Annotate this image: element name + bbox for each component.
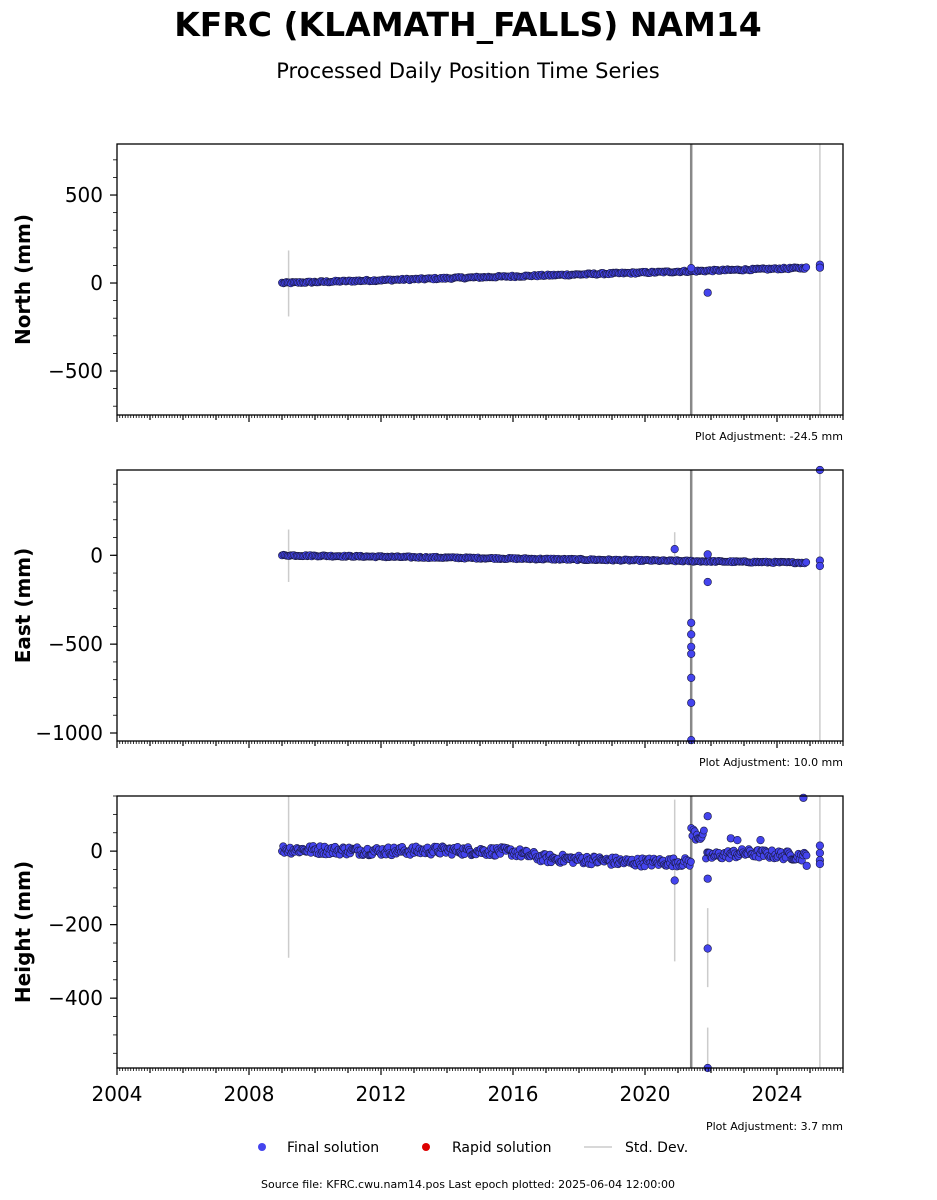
height-outlier-point	[703, 874, 712, 883]
east-axes: −1000 −500 0	[35, 483, 844, 748]
east-outlier-point	[687, 673, 696, 683]
east-plot-frame	[116, 469, 844, 742]
legend-std-label: Std. Dev.	[625, 1140, 688, 1156]
height-outlier-point	[756, 835, 765, 845]
east-plot-adjustment: Plot Adjustment: 10.0 mm	[699, 756, 843, 769]
north-final-point	[802, 263, 811, 272]
east-marks	[278, 465, 825, 745]
height-plot-adjustment: Plot Adjustment: 3.7 mm	[706, 1120, 843, 1133]
east-y-tick-label: −1000	[35, 721, 103, 745]
height-marks	[278, 793, 825, 1073]
east-final-point	[802, 558, 811, 567]
east-outlier-point	[670, 544, 679, 554]
north-outlier-point	[687, 264, 696, 273]
legend-final-label: Final solution	[287, 1140, 379, 1156]
north-y-tick-label: 0	[90, 271, 103, 295]
chart-title: KFRC (KLAMATH_FALLS) NAM14	[174, 5, 762, 44]
height-y-tick-label: −400	[48, 986, 103, 1010]
east-y-tick-label: −500	[48, 632, 103, 656]
north-y-tick-label: 500	[65, 183, 103, 207]
source-file-note: Source file: KFRC.cwu.nam14.pos Last epo…	[261, 1178, 675, 1191]
east-y-tick-label: 0	[90, 543, 103, 567]
height-x-tick-label: 2008	[224, 1082, 275, 1106]
height-x-tick-label: 2020	[620, 1082, 671, 1106]
height-outlier-point	[670, 876, 679, 885]
height-outlier-point	[799, 793, 808, 802]
north-plot-adjustment: Plot Adjustment: -24.5 mm	[695, 430, 843, 443]
height-x-tick-label: 2016	[488, 1082, 539, 1106]
east-outlier-point	[687, 642, 696, 651]
height-outlier-point	[703, 812, 712, 821]
panel-north: −500 0 500 North (mm) Plot Adjustment: -24…	[11, 143, 844, 443]
east-ylabel: East (mm)	[11, 548, 35, 664]
chart-subtitle: Processed Daily Position Time Series	[276, 59, 660, 83]
legend-rapid-label: Rapid solution	[452, 1140, 552, 1156]
height-final-point	[802, 851, 811, 860]
east-outlier-point	[687, 735, 696, 745]
east-outlier-point	[687, 630, 696, 639]
north-outlier-point	[815, 263, 825, 272]
north-y-tick-label: −500	[48, 359, 103, 383]
east-outlier-point	[703, 550, 712, 559]
legend-final-marker	[258, 1143, 266, 1151]
height-outlier-point	[815, 859, 825, 869]
height-outlier-point	[815, 841, 825, 850]
legend-rapid-marker	[422, 1143, 430, 1151]
north-marks	[278, 144, 825, 415]
east-outlier-point	[687, 698, 696, 707]
height-x-tick-label: 2024	[752, 1082, 803, 1106]
east-outlier-point	[703, 577, 712, 587]
height-axes: 2004 2008 2012 2016 2020 2024 −400 −200 0	[48, 795, 844, 1106]
north-ylabel: North (mm)	[11, 214, 35, 345]
height-outlier-point	[815, 848, 825, 858]
height-y-tick-label: 0	[90, 839, 103, 863]
height-outlier-point	[802, 861, 811, 870]
height-outlier-point	[733, 835, 742, 845]
east-outlier-point	[687, 649, 696, 659]
north-outlier-point	[703, 288, 712, 297]
height-final-point	[687, 857, 695, 866]
panel-east: −1000 −500 0 East (mm) Plot Adjustment: 10…	[11, 465, 844, 769]
height-x-tick-label: 2012	[356, 1082, 407, 1106]
height-x-tick-label: 2004	[92, 1082, 143, 1106]
east-outlier-point	[815, 561, 825, 571]
height-final-point	[700, 826, 708, 835]
height-outlier-point	[703, 944, 712, 953]
panel-height: 2004 2008 2012 2016 2020 2024 −400 −200 0 Height…	[11, 793, 844, 1133]
north-axes: −500 0 500	[48, 159, 844, 422]
east-outlier-point	[687, 618, 696, 627]
legend: Final solution Rapid solution Std. Dev.	[258, 1140, 688, 1156]
height-ylabel: Height (mm)	[11, 861, 35, 1003]
height-y-tick-label: −200	[48, 913, 103, 937]
